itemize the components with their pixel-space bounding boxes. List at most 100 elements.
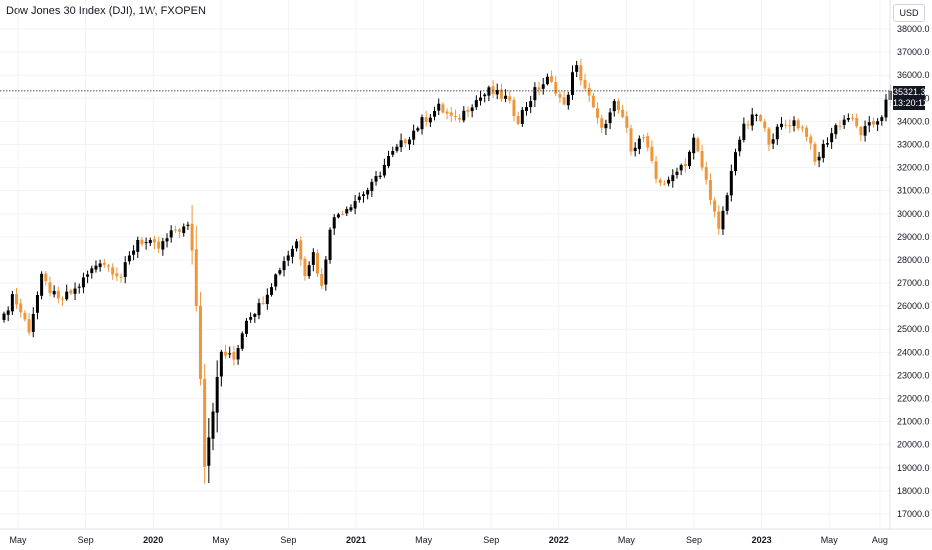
candle-body [90,268,94,274]
candle-body [10,294,14,312]
candle-body [186,224,190,226]
y-tick-label: 30000.0 [897,209,930,219]
candle-body [805,127,809,137]
candle-body [529,101,533,108]
candle-body [591,95,595,108]
candle-body [533,87,537,101]
candle-body [424,117,428,123]
candle-body [148,240,152,244]
candle-body [420,117,424,130]
candle-body [734,152,737,172]
currency-selector[interactable]: USD [893,4,925,22]
candle-body [658,179,662,184]
y-tick-label: 34000.0 [897,116,930,126]
candle-body [152,239,156,243]
candle-body [566,94,570,106]
y-tick-label: 25000.0 [897,324,930,334]
candle-body [98,263,102,268]
candle-body [240,333,244,349]
candle-body [15,294,19,305]
candle-body [345,208,349,214]
candle-body [194,249,198,307]
y-tick-label: 24000.0 [897,347,930,357]
candle-body [253,314,257,317]
candle-body [688,151,692,167]
candle-body [211,411,215,439]
candle-body [324,259,328,285]
candle-body [759,115,763,121]
candle-body [157,241,161,249]
candle-body [516,116,520,124]
candle-body [604,123,608,129]
candle-body [554,82,558,94]
candle-body [132,250,136,255]
candle-body [257,303,261,316]
candle-body [441,104,445,113]
y-axis[interactable]: 17000.0 18000.0 19000.0 20000.0 21000.0 22000… [897,24,930,519]
candle-body [44,273,48,282]
candle-body [190,223,194,251]
candle-body [851,117,855,119]
candle-body [667,179,671,184]
candle-body [487,87,491,96]
candle-body [169,230,173,238]
candle-body [754,114,758,116]
y-tick-label: 36000.0 [897,70,930,80]
candle-body [270,287,274,295]
candle-body [361,194,365,196]
candle-body [173,229,177,231]
candle-body [299,240,303,260]
candle-body [746,124,750,126]
candle-body [391,150,395,155]
candle-body [366,190,370,195]
candle-body [550,76,554,82]
candle-body [675,171,679,175]
candle-body [374,176,378,182]
last-price-tag: 35321.3 13:20:12 [893,86,928,110]
candle-body [792,120,796,126]
candle-body [416,128,420,131]
candle-body [679,165,683,171]
x-axis[interactable]: May Sep 2020 May Sep 2021 May Sep 2022 May Sep 2023… [9,535,887,545]
candle-body [370,181,374,192]
candle-body [612,101,616,112]
candle-body [692,137,696,154]
candle-body [161,241,165,250]
candle-body [65,291,69,300]
candle-body [642,137,646,139]
candle-body [378,175,382,177]
x-tick-label: May [212,535,230,545]
last-price-value: 35321.3 [893,87,926,97]
y-tick-label: 22000.0 [897,394,930,404]
candle-body [696,138,700,152]
candle-body [48,282,52,294]
candle-body [700,151,704,168]
x-tick-label: 2021 [346,535,366,545]
x-tick-label: May [415,535,433,545]
candle-body [479,97,483,101]
candle-body [332,217,336,229]
candle-body [750,114,754,126]
candle-body [437,103,441,111]
candle-body [449,112,453,116]
candle-body [140,239,144,244]
y-tick-label: 21000.0 [897,417,930,427]
candle-body [94,265,98,270]
candle-body [56,290,60,299]
candle-body [136,239,140,252]
candle-body [871,120,875,125]
candle-body [311,252,315,265]
candle-body [721,210,725,230]
candle-body [800,127,804,129]
candle-body [725,195,729,211]
candle-body [228,353,232,355]
candle-body [779,123,783,128]
candle-body [466,109,470,112]
candle-body [545,76,549,85]
y-tick-label: 19000.0 [897,463,930,473]
candle-body [52,290,56,295]
candle-body [2,313,6,320]
candle-body [19,303,23,313]
candle-body [274,274,278,287]
